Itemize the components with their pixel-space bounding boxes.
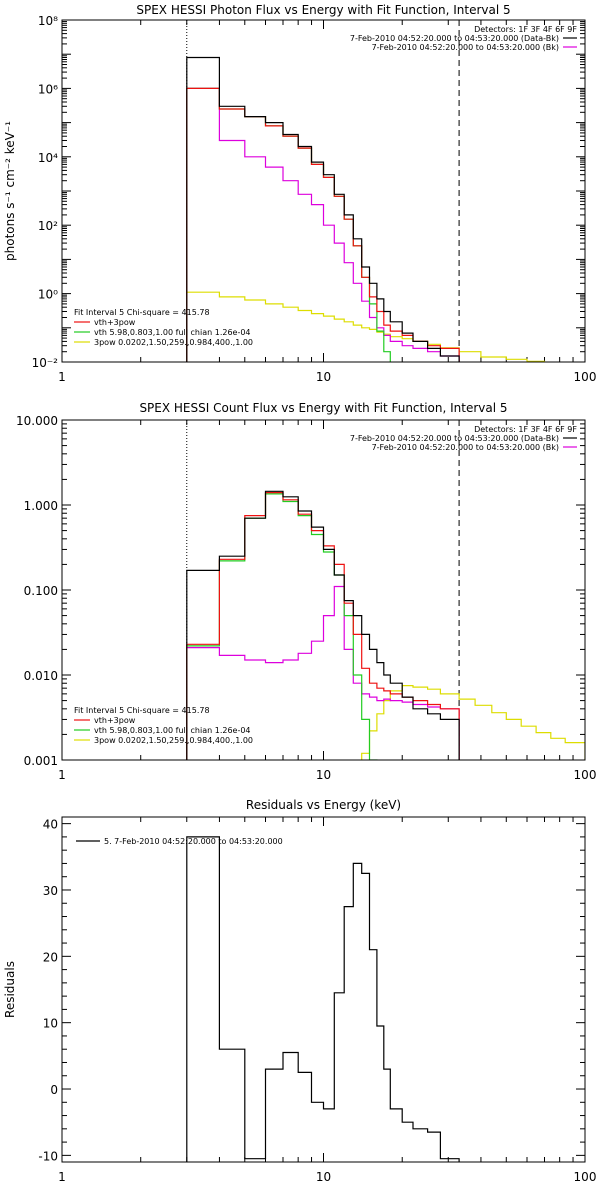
residuals-series-data: [186, 836, 460, 1162]
count-legend-label: vth+3pow: [94, 716, 136, 725]
photon-xtick-label: 10: [316, 370, 331, 384]
residuals-ytick-label: 0: [50, 1083, 58, 1097]
count-ytick-label: 0.001: [24, 754, 58, 768]
count-title: SPEX HESSI Count Flux vs Energy with Fit…: [139, 401, 507, 415]
count-panel: SPEX HESSI Count Flux vs Energy with Fit…: [16, 401, 597, 782]
count-ytick-label: 10.000: [16, 414, 58, 428]
photon-ylabel: photons s⁻¹ cm⁻² keV⁻¹: [3, 121, 17, 261]
count-series-pow: [361, 685, 585, 760]
photon-series-bk: [186, 87, 460, 362]
photon-xtick-label: 1: [58, 370, 66, 384]
photon-panel: SPEX HESSI Photon Flux vs Energy with Fi…: [3, 3, 596, 384]
photon-legend-label: 3pow 0.0202,1.50,259.,0.984,400.,1.00: [94, 338, 253, 347]
residuals-ytick-label: 40: [43, 818, 58, 832]
residuals-xtick-label: 1: [58, 1170, 66, 1184]
residuals-xtick-label: 100: [574, 1170, 597, 1184]
photon-ytick-label: 10⁴: [38, 151, 58, 165]
photon-ytick-label: 10⁸: [38, 14, 58, 28]
count-ytick-label: 1.000: [24, 499, 58, 513]
count-series-data: [186, 490, 460, 760]
photon-plot-area: [186, 56, 546, 362]
count-ytick-label: 0.100: [24, 584, 58, 598]
count-series-bk: [186, 585, 460, 760]
count-xtick-label: 10: [316, 768, 331, 782]
residuals-xtick-label: 10: [316, 1170, 331, 1184]
photon-ytick-label: 10²: [38, 219, 58, 233]
residuals-title: Residuals vs Energy (keV): [246, 798, 401, 812]
photon-series-pow: [186, 291, 546, 362]
photon-frame: [61, 19, 586, 363]
photon-legend-label: vth+3pow: [94, 318, 136, 327]
photon-legend-label: Fit Interval 5 Chi-square = 415.78: [74, 308, 210, 317]
count-legend-label: Detectors: 1F 3F 4F 6F 9F: [474, 425, 577, 434]
photon-ytick-label: 10⁻²: [32, 356, 59, 370]
photon-ytick-label: 10⁶: [38, 82, 58, 96]
count-legend-label: 3pow 0.0202,1.50,259.,0.984,400.,1.00: [94, 736, 253, 745]
count-ytick-label: 0.010: [24, 669, 58, 683]
photon-series-data: [186, 56, 460, 362]
photon-xtick-label: 100: [574, 370, 597, 384]
photon-legend-label: 7-Feb-2010 04:52:20.000 to 04:53:20.000 …: [350, 34, 559, 43]
count-legend-label: Fit Interval 5 Chi-square = 415.78: [74, 706, 210, 715]
residuals-ytick-label: 30: [43, 884, 58, 898]
residuals-ylabel: Residuals: [3, 961, 17, 1018]
residuals-frame: [61, 816, 586, 1163]
count-plot-area: [186, 490, 585, 760]
residuals-ytick-label: -10: [38, 1149, 58, 1163]
residuals-ytick-label: 10: [43, 1017, 58, 1031]
residuals-legend-label: 5. 7-Feb-2010 04:52:20.000 to 04:53:20.0…: [104, 837, 283, 846]
photon-title: SPEX HESSI Photon Flux vs Energy with Fi…: [136, 3, 510, 17]
photon-legend-label: 7-Feb-2010 04:52:20.000 to 04:53:20.000 …: [372, 43, 559, 52]
residuals-ytick-label: 20: [43, 950, 58, 964]
count-xtick-label: 1: [58, 768, 66, 782]
count-legend-label: 7-Feb-2010 04:52:20.000 to 04:53:20.000 …: [350, 434, 559, 443]
count-legend-label: vth 5.98,0.803,1.00 full chian 1.26e-04: [94, 726, 251, 735]
count-xtick-label: 100: [574, 768, 597, 782]
count-frame: [61, 419, 586, 761]
photon-legend-label: vth 5.98,0.803,1.00 full chian 1.26e-04: [94, 328, 251, 337]
photon-legend-label: Detectors: 1F 3F 4F 6F 9F: [474, 25, 577, 34]
photon-ytick-label: 10⁰: [38, 288, 58, 302]
residuals-plot-area: [186, 836, 460, 1162]
count-legend-label: 7-Feb-2010 04:52:20.000 to 04:53:20.000 …: [372, 443, 559, 452]
